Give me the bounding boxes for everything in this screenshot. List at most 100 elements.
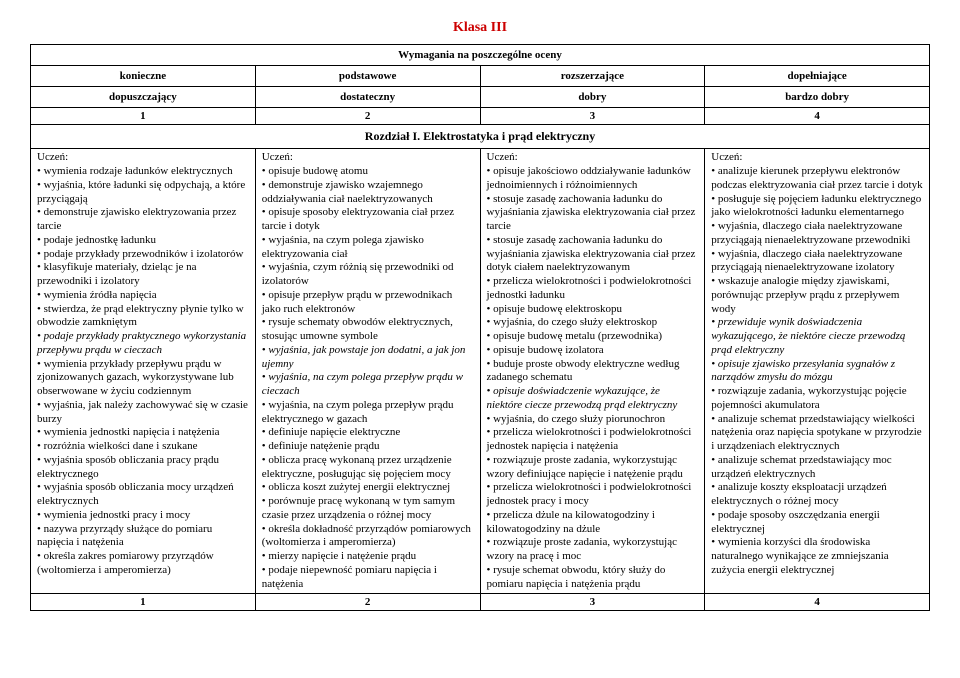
content-row: Uczeń: wymienia rodzaje ładunków elektry… [31,149,930,594]
list-col-4: analizuje kierunek przepływu elektronów … [711,165,923,578]
list-item: wyjaśnia sposób obliczania mocy urządzeń… [37,481,249,509]
list-item: podaje niepewność pomiaru napięcia i nat… [262,564,474,592]
list-item: przelicza wielokrotności i podwielokrotn… [487,275,699,289]
list-item: przelicza dżule na kilowatogodziny i kil… [487,509,699,537]
list-item: wymienia przykłady przepływu prądu w zjo… [37,358,249,399]
num-1b: 1 [31,594,256,611]
col-2: Uczeń: opisuje budowę atomudemonstruje z… [255,149,480,594]
header-bardzo-dobry: bardzo dobry [705,87,930,108]
chapter-row: Rozdział I. Elektrostatyka i prąd elektr… [31,125,930,149]
num-2b: 2 [255,594,480,611]
header-row-2: dopuszczający dostateczny dobry bardzo d… [31,87,930,108]
number-row-bottom: 1 2 3 4 [31,594,930,611]
col-3: Uczeń: opisuje jakościowo oddziaływanie … [480,149,705,594]
list-item: opisuje doświadczenie wykazujące, że nie… [487,385,699,413]
list-item: analizuje koszty eksploatacji urządzeń e… [711,481,923,509]
list-item: rozróżnia wielkości dane i szukane [37,440,249,454]
num-4: 4 [705,108,930,125]
uczen-label: Uczeń: [262,151,474,163]
list-item: jednostki ładunku [487,289,699,303]
list-item: opisuje zjawisko przesyłania sygnałów z … [711,358,923,386]
list-item: posługuje się pojęciem ładunku elektrycz… [711,193,923,221]
col-4: Uczeń: analizuje kierunek przepływu elek… [705,149,930,594]
list-item: analizuje schemat przedstawiający moc ur… [711,454,923,482]
list-col-2: opisuje budowę atomudemonstruje zjawisko… [262,165,474,591]
list-item: wyjaśnia, do czego służy piorunochron [487,413,699,427]
list-item: wyjaśnia, jak powstaje jon dodatni, a ja… [262,344,474,372]
list-item: opisuje budowę atomu [262,165,474,179]
list-item: podaje jednostkę ładunku [37,234,249,248]
list-item: opisuje przepływ prądu w przewodnikach j… [262,289,474,317]
list-item: definiuje natężenie prądu [262,440,474,454]
list-item: rozwiązuje zadania, wykorzystując pojęci… [711,385,923,413]
list-item: demonstruje zjawisko elektryzowania prze… [37,206,249,234]
header-rozszerzajace: rozszerzające [480,66,705,87]
num-4b: 4 [705,594,930,611]
header-podstawowe: podstawowe [255,66,480,87]
uczen-label: Uczeń: [37,151,249,163]
list-item: określa zakres pomiarowy przyrządów (wol… [37,550,249,578]
list-item: opisuje budowę izolatora [487,344,699,358]
list-item: przelicza wielokrotności i podwielokrotn… [487,426,699,440]
list-item: przelicza wielokrotności i podwielokrotn… [487,481,699,495]
list-item: opisuje budowę metalu (przewodnika) [487,330,699,344]
header-dobry: dobry [480,87,705,108]
list-item: oblicza koszt zużytej energii elektryczn… [262,481,474,495]
list-item: nazywa przyrządy służące do pomiaru napi… [37,523,249,551]
list-col-1: wymienia rodzaje ładunków elektrycznychw… [37,165,249,578]
list-item: wymienia jednostki pracy i mocy [37,509,249,523]
list-item: opisuje budowę elektroskopu [487,303,699,317]
list-item: analizuje kierunek przepływu elektronów … [711,165,923,193]
num-2: 2 [255,108,480,125]
list-item: definiuje napięcie elektryczne [262,426,474,440]
list-item: wymienia rodzaje ładunków elektrycznych [37,165,249,179]
list-item: opisuje sposoby elektryzowania ciał prze… [262,206,474,234]
list-item: mierzy napięcie i natężenie prądu [262,550,474,564]
list-item: przewiduje wynik doświadczenia wykazując… [711,316,923,357]
list-item: wyjaśnia, na czym polega przepływ prądu … [262,371,474,399]
list-item: wymienia jednostki napięcia i natężenia [37,426,249,440]
list-item: demonstruje zjawisko wzajemnego oddziały… [262,179,474,207]
list-item: wyjaśnia sposób obliczania pracy prądu e… [37,454,249,482]
list-item: klasyfikuje materiały, dzieląc je na prz… [37,261,249,289]
chapter-title: Rozdział I. Elektrostatyka i prąd elektr… [31,125,930,149]
list-item: podaje przykłady przewodników i izolator… [37,248,249,262]
uczen-label: Uczeń: [711,151,923,163]
header-konieczne: konieczne [31,66,256,87]
list-item: opisuje jakościowo oddziaływanie ładunkó… [487,165,699,193]
list-item: analizuje schemat przedstawiający wielko… [711,413,923,454]
subtitle-cell: Wymagania na poszczególne oceny [31,45,930,66]
list-item: buduje proste obwody elektryczne według … [487,358,699,386]
list-item: stosuje zasadę zachowania ładunku do wyj… [487,193,699,234]
header-dostateczny: dostateczny [255,87,480,108]
number-row-top: 1 2 3 4 [31,108,930,125]
list-item: oblicza pracę wykonaną przez urządzenie … [262,454,474,482]
num-3: 3 [480,108,705,125]
subtitle-row: Wymagania na poszczególne oceny [31,45,930,66]
list-item: wyjaśnia, do czego służy elektroskop [487,316,699,330]
list-item: określa dokładność przyrządów pomiarowyc… [262,523,474,551]
list-item: przyciągają [37,193,249,207]
list-item: podaje sposoby oszczędzania energii elek… [711,509,923,537]
list-item: wyjaśnia, które ładunki się odpychają, a… [37,179,249,193]
list-item: wyjaśnia, jak należy zachowywać się w cz… [37,399,249,427]
page-title: Klasa III [30,20,930,36]
list-item: jednostek napięcia i natężenia [487,440,699,454]
list-item: wyjaśnia, na czym polega zjawisko elektr… [262,234,474,262]
list-item: podaje przykłady praktycznego wykorzysta… [37,330,249,344]
list-col-3: opisuje jakościowo oddziaływanie ładunkó… [487,165,699,591]
uczen-label: Uczeń: [487,151,699,163]
list-item: wyjaśnia, dlaczego ciała naelektryzowane… [711,248,923,276]
col-1: Uczeń: wymienia rodzaje ładunków elektry… [31,149,256,594]
header-dopuszczajacy: dopuszczający [31,87,256,108]
header-row-1: konieczne podstawowe rozszerzające dopeł… [31,66,930,87]
list-item: rozwiązuje proste zadania, wykorzystując… [487,536,699,564]
header-dopelniajace: dopełniające [705,66,930,87]
list-item: wyjaśnia, dlaczego ciała naelektryzowane… [711,220,923,248]
list-item: wymienia źródła napięcia [37,289,249,303]
list-item: rozwiązuje proste zadania, wykorzystując… [487,454,699,482]
list-item: rysuje schemat obwodu, który służy do po… [487,564,699,592]
num-3b: 3 [480,594,705,611]
num-1: 1 [31,108,256,125]
requirements-table: Wymagania na poszczególne oceny konieczn… [30,44,930,611]
